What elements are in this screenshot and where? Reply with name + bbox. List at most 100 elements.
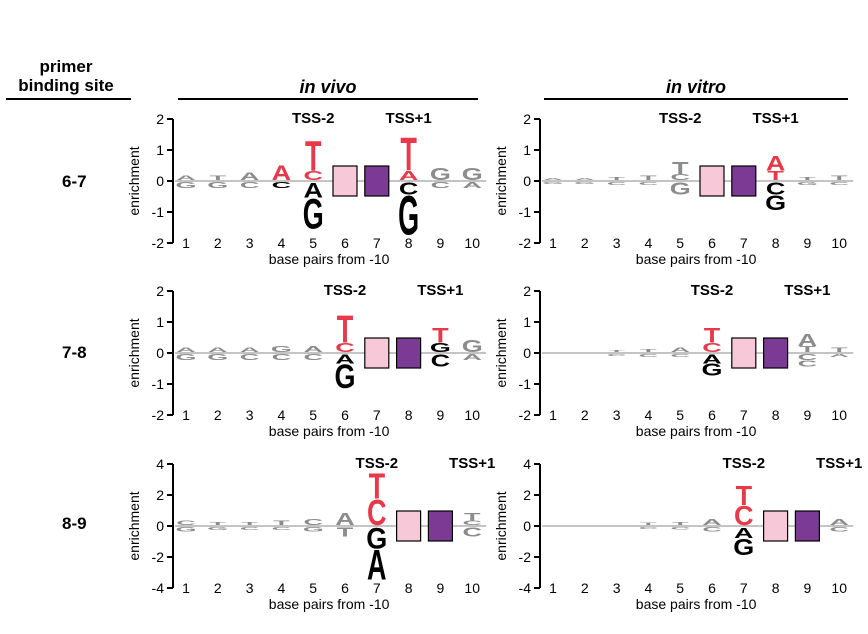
logo-letter-T: T [273, 519, 290, 526]
x-tick-label: 1 [182, 235, 190, 251]
purple-box [396, 337, 422, 369]
y-tick-label: -2 [152, 549, 165, 565]
row-label-8-9: 8-9 [62, 514, 87, 533]
row-label-7-8: 7-8 [62, 343, 87, 362]
x-tick-label: 1 [182, 580, 190, 596]
logo-letter-C: C [829, 182, 849, 187]
y-tick-label: 2 [156, 283, 164, 299]
logo-letter-T: T [799, 345, 817, 354]
logo-letter-C: C [639, 182, 659, 187]
logo-letter-C: C [670, 354, 690, 359]
x-tick-label: 2 [581, 580, 589, 596]
x-tick-label: 6 [708, 235, 716, 251]
y-tick-label: 2 [523, 111, 531, 127]
y-tick-label: 2 [523, 283, 531, 299]
y-axis-label: enrichment [493, 318, 509, 387]
purple-box [794, 510, 821, 542]
logo-letter-A: A [575, 178, 595, 181]
x-tick-label: 1 [182, 407, 190, 423]
pink-box [762, 510, 789, 542]
y-tick-label: 0 [523, 345, 531, 361]
logo-letter-C: C [462, 519, 481, 526]
logo-letter-T: T [608, 176, 625, 181]
x-tick-label: 6 [341, 235, 349, 251]
logo-letter-G: G [462, 165, 483, 184]
x-tick-label: 10 [831, 580, 847, 596]
x-tick-label: 10 [464, 407, 480, 423]
logo-letter-T: T [640, 348, 657, 353]
logo-letter-A: A [176, 346, 195, 353]
x-tick-label: 10 [831, 407, 847, 423]
y-tick-label: 2 [156, 487, 164, 503]
y-tick-label: 0 [523, 173, 531, 189]
x-axis-label: base pairs from -10 [636, 251, 757, 267]
logo-letter-A: A [702, 352, 722, 366]
logo-letter-C: C [607, 182, 627, 187]
y-tick-label: -1 [519, 376, 532, 392]
x-tick-label: 3 [246, 580, 254, 596]
x-tick-label: 8 [405, 407, 413, 423]
logo-letter-A: A [670, 346, 689, 353]
logo-letter-T: T [672, 159, 689, 178]
logo-letter-C: C [670, 527, 690, 530]
primer-header-line2: binding site [18, 76, 114, 95]
x-tick-label: 4 [278, 580, 286, 596]
y-tick-label: -4 [519, 580, 532, 596]
x-tick-label: 10 [831, 235, 847, 251]
x-axis-label: base pairs from -10 [269, 423, 390, 439]
y-tick-label: 4 [156, 456, 164, 472]
x-axis-label: base pairs from -10 [269, 596, 390, 612]
logo-letter-C: C [431, 351, 450, 370]
logo-letter-C: C [335, 341, 355, 355]
x-tick-label: 5 [676, 407, 684, 423]
x-tick-label: 6 [341, 407, 349, 423]
x-tick-label: 10 [464, 580, 480, 596]
x-tick-label: 4 [278, 235, 286, 251]
y-axis-label: enrichment [493, 146, 509, 215]
logo-letter-C: C [702, 341, 722, 355]
x-tick-label: 2 [214, 407, 222, 423]
y-axis-label: enrichment [126, 318, 142, 387]
logo-letter-G: G [207, 527, 228, 532]
in-vitro-header: in vitro [665, 77, 726, 97]
logo-letter-G: G [430, 341, 451, 355]
x-axis-label: base pairs from -10 [636, 423, 757, 439]
logo-letter-G: G [574, 182, 595, 185]
logo-letter-T: T [305, 132, 322, 180]
logo-letter-T: T [369, 466, 386, 507]
logo-letter-G: G [207, 353, 228, 362]
y-tick-label: 2 [156, 111, 164, 127]
logo-letter-A: A [240, 171, 260, 183]
x-tick-label: 5 [309, 580, 317, 596]
logo-letter-C: C [670, 173, 690, 182]
y-tick-label: 0 [156, 173, 164, 189]
logo-letter-C: C [702, 526, 721, 533]
x-tick-label: 2 [581, 235, 589, 251]
logo-letter-T: T [337, 525, 354, 539]
annotation-tssplus1: TSS+1 [385, 110, 431, 127]
x-axis-label: base pairs from -10 [636, 596, 757, 612]
logo-letter-A: A [176, 174, 195, 181]
x-tick-label: 4 [278, 407, 286, 423]
logo-letter-G: G [430, 165, 451, 184]
logo-letter-A: A [543, 178, 563, 181]
annotation-tssminus2: TSS-2 [292, 110, 335, 127]
logo-letter-T: T [736, 479, 753, 510]
logo-letter-C: C [303, 169, 323, 183]
annotation-tssplus1: TSS+1 [417, 282, 463, 299]
logo-letter-C: C [639, 527, 659, 530]
in-vitro-header-rule [544, 98, 848, 100]
logo-letter-C: C [639, 354, 659, 359]
x-tick-label: 1 [549, 407, 557, 423]
logo-letter-T: T [831, 174, 848, 181]
logo-letter-G: G [398, 185, 419, 247]
logo-letter-C: C [399, 179, 418, 198]
x-tick-label: 7 [373, 235, 381, 251]
x-tick-label: 4 [645, 407, 653, 423]
logo-letter-G: G [797, 182, 818, 187]
annotation-tssminus2: TSS-2 [324, 282, 367, 299]
x-tick-label: 6 [708, 407, 716, 423]
